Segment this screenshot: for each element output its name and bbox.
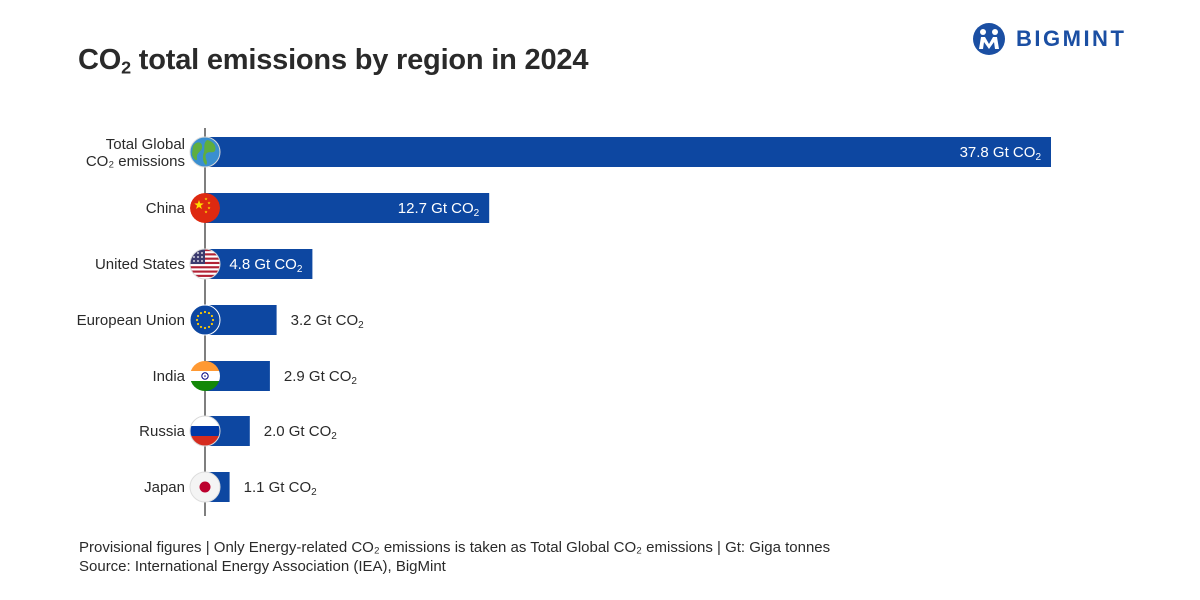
globe-icon (189, 136, 221, 168)
category-label: Japan (144, 479, 185, 496)
china-flag-icon (190, 193, 220, 223)
footnote-source: Source: International Energy Association… (79, 558, 446, 575)
category-label: Russia (139, 423, 186, 440)
eu-flag-icon (189, 304, 221, 336)
bar (205, 193, 490, 223)
bar-chart: Total Global CO₂ emissions 37.8 Gt CO2 Chin… (77, 128, 1051, 516)
india-flag-icon (190, 361, 220, 391)
chart-title: CO2 total emissions by region in 2024 (78, 44, 589, 78)
category-label: European Union (77, 312, 185, 329)
data-label: 2.0 Gt CO2 (264, 423, 338, 442)
category-label: India (152, 368, 185, 385)
data-label: 1.1 Gt CO2 (244, 479, 318, 498)
data-label: 12.7 Gt CO2 (398, 200, 480, 219)
brand-name: BIGMINT (1016, 26, 1127, 51)
footnote-provisional: Provisional figures | Only Energy-relate… (79, 539, 831, 556)
japan-flag-icon (189, 471, 221, 503)
category-label: United States (95, 256, 185, 273)
bar (205, 249, 313, 279)
data-label: 37.8 Gt CO2 (960, 144, 1042, 163)
category-label: Total Global CO₂ emissions (86, 136, 185, 170)
russia-flag-icon (189, 415, 221, 447)
category-label: China (146, 200, 186, 217)
bar (205, 137, 1051, 167)
us-flag-icon (189, 248, 221, 280)
data-label: 3.2 Gt CO2 (291, 312, 365, 331)
data-label: 2.9 Gt CO2 (284, 368, 358, 387)
brand-logo: BIGMINT (972, 22, 1126, 56)
data-label: 4.8 Gt CO2 (229, 256, 303, 275)
bigmint-logo-icon (973, 23, 1005, 55)
